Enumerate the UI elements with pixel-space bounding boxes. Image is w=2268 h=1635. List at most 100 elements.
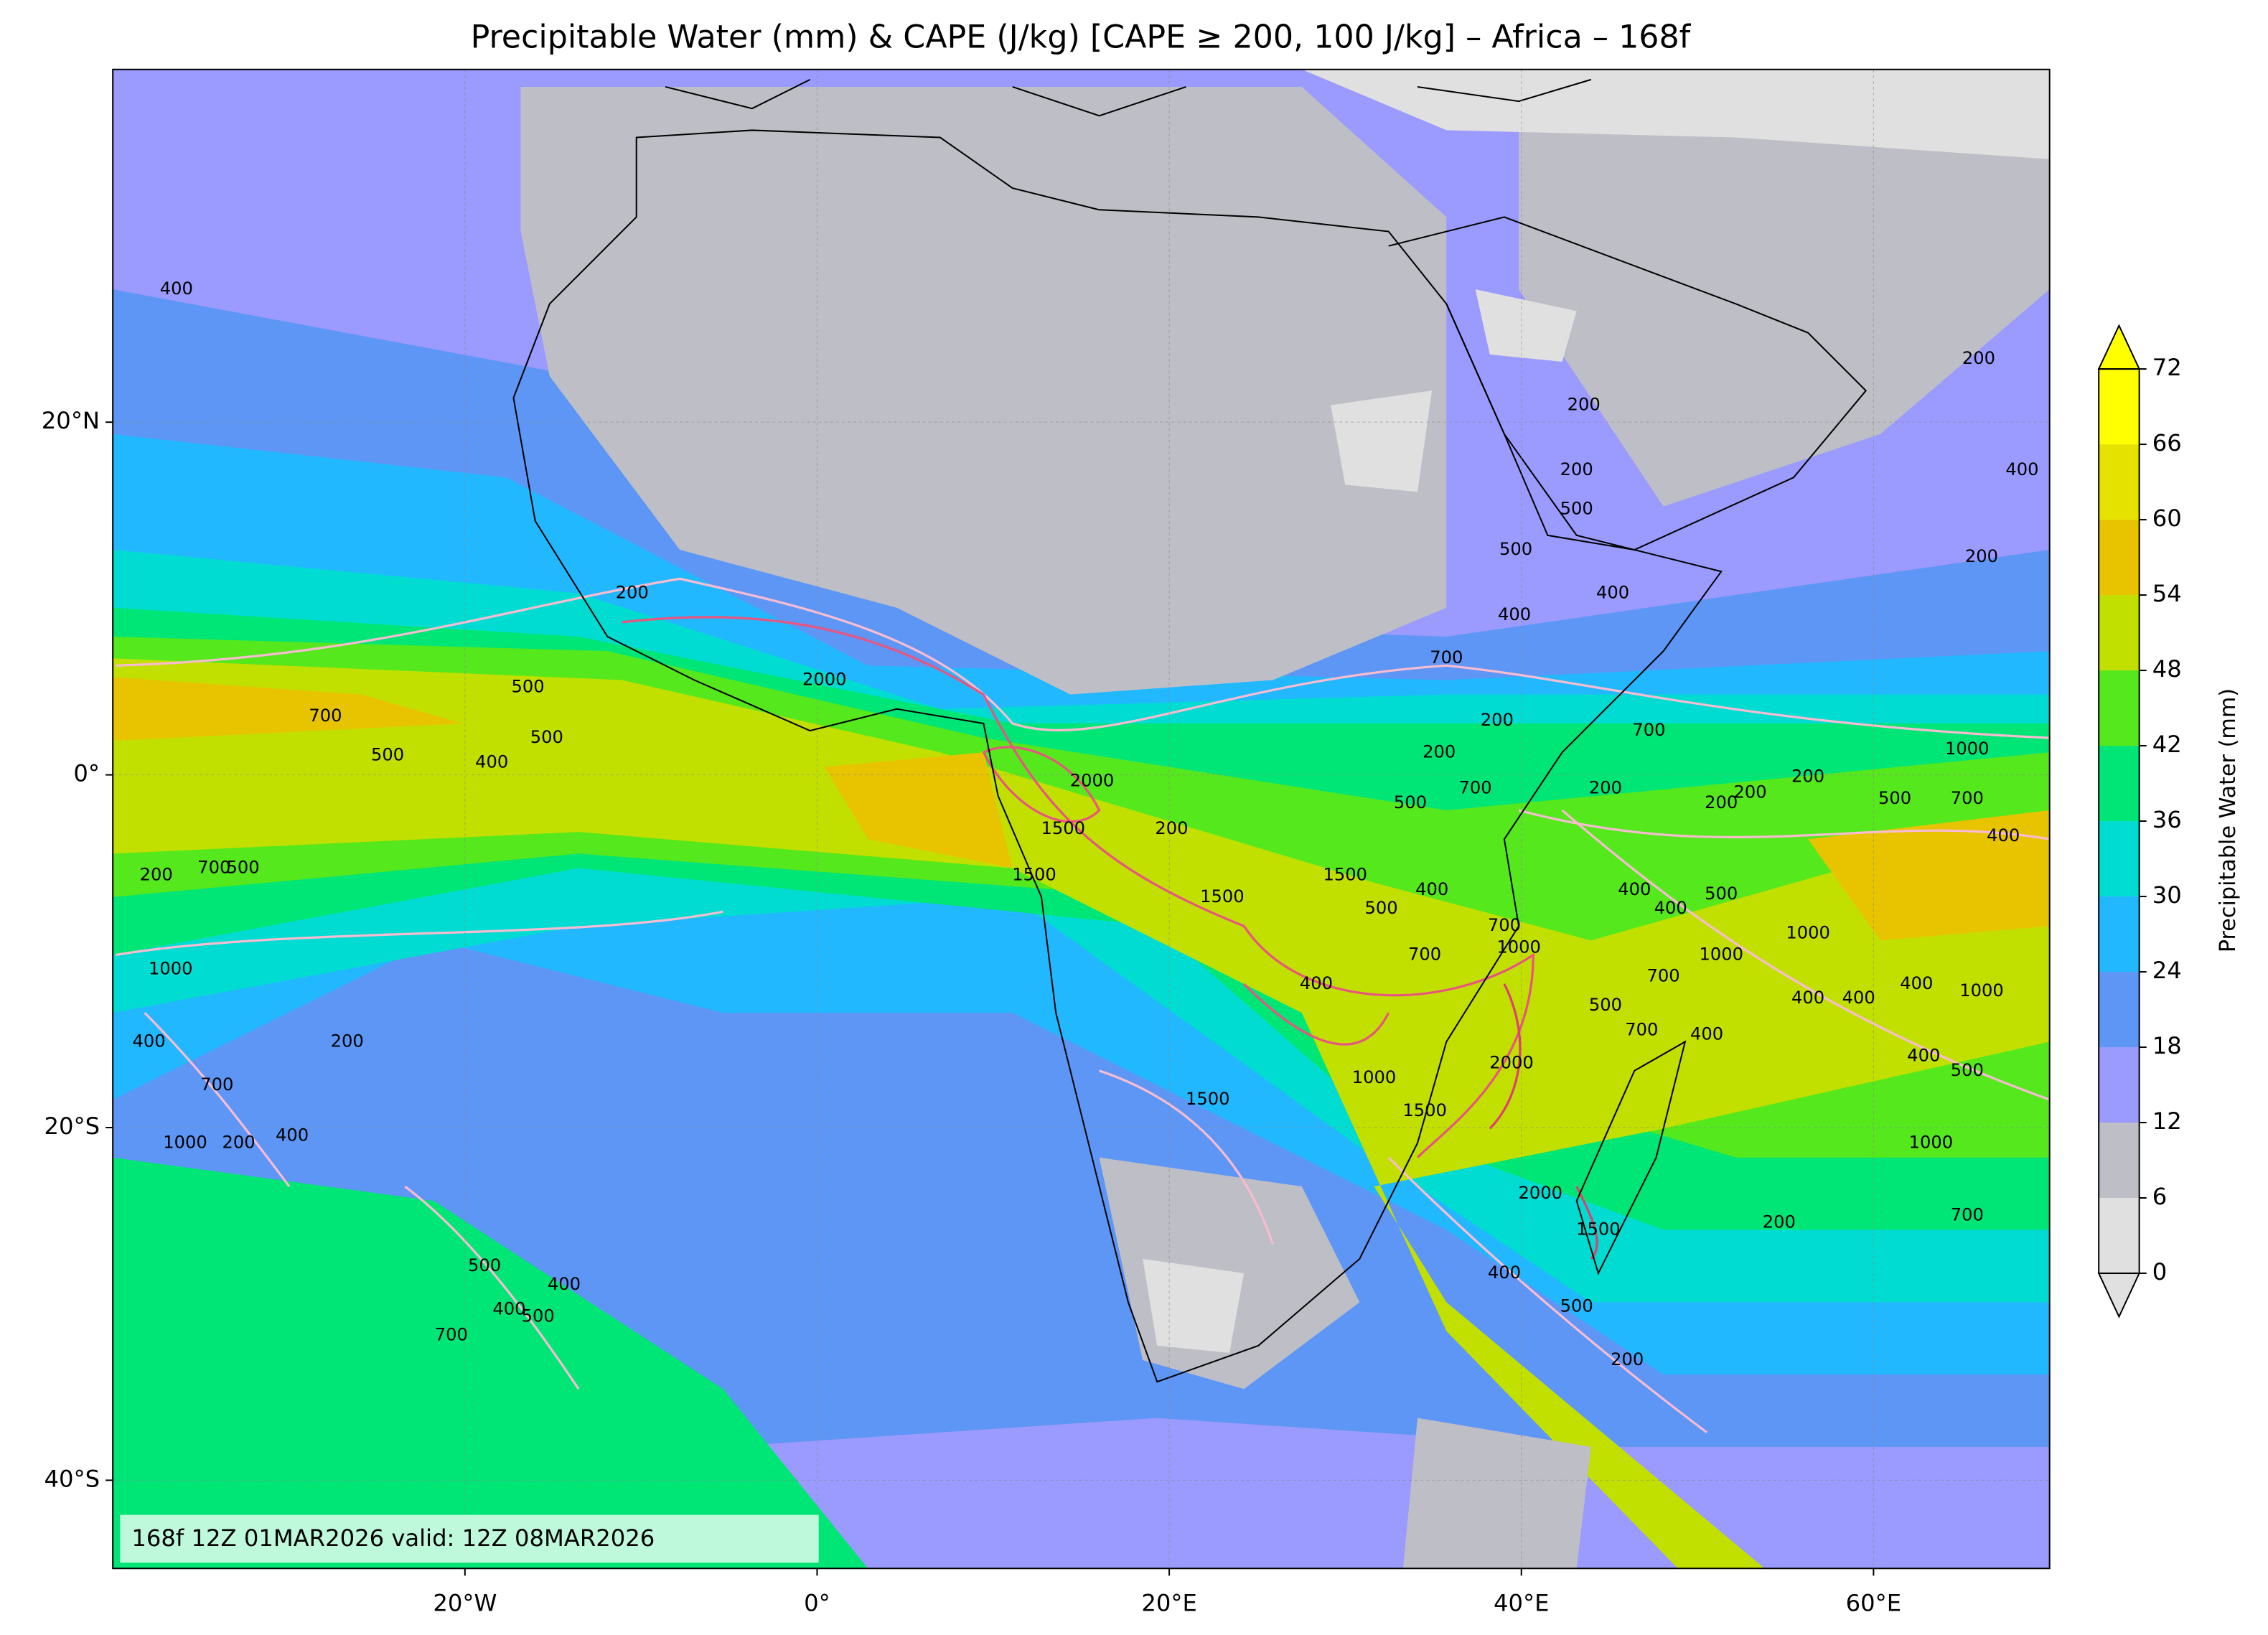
contour-label: 1000 [1786,922,1830,942]
contour-label: 700 [1488,915,1521,935]
x-tick-label: 20°E [1141,1590,1197,1617]
colorbar-segment [2099,1123,2140,1199]
x-tick-label: 60°E [1846,1590,1902,1617]
contour-label: 700 [309,706,342,726]
colorbar-tick-label: 30 [2152,881,2182,909]
colorbar-segment [2099,896,2140,973]
contour-label: 400 [2005,459,2038,479]
contour-label: 400 [1842,988,1875,1008]
contour-label: 500 [1878,788,1911,808]
colorbar-segment [2099,821,2140,897]
contour-label: 1500 [1186,1089,1230,1109]
colorbar-tick-label: 24 [2152,957,2182,984]
contour-label: 200 [1568,394,1601,414]
colorbar-tick-label: 18 [2152,1032,2182,1059]
colorbar-segment [2099,595,2140,671]
contour-label: 500 [1589,995,1622,1015]
y-tick-label: 40°S [44,1465,100,1492]
contour-label: 500 [1499,539,1532,559]
contour-label: 400 [1488,1262,1521,1283]
contour-label: 700 [1951,788,1984,808]
contour-label: 1000 [1909,1133,1954,1153]
colorbar-tick-label: 6 [2152,1183,2168,1210]
contour-label: 400 [276,1125,309,1146]
contour-label: 500 [371,744,404,764]
colorbar-segment [2099,972,2140,1048]
y-tick-label: 0° [73,760,100,787]
contour-label: 1500 [1576,1219,1621,1240]
contour-label: 700 [1951,1204,1984,1224]
contour-label: 2000 [1519,1183,1563,1203]
contour-label: 2000 [1070,771,1115,791]
colorbar-extend-min [2097,1273,2141,1318]
contour-label: 500 [1560,1296,1593,1316]
contour-label: 200 [1763,1212,1796,1232]
contour-label: 500 [512,677,545,697]
contour-label: 500 [1365,898,1398,918]
contour-label: 700 [1625,1019,1658,1039]
contour-label: 1500 [1041,818,1085,838]
contour-label: 400 [1907,1046,1940,1066]
colorbar-segment [2099,1047,2140,1123]
contour-label: 700 [1647,966,1680,986]
colorbar-label: Precipitable Water (mm) [2216,688,2241,952]
contour-label: 400 [1791,988,1824,1008]
contour-label: 400 [492,1298,525,1318]
contour-label: 200 [1423,741,1456,762]
colorbar-tick-label: 36 [2152,806,2182,833]
contour-label: 1000 [1959,980,2004,1001]
colorbar-segment [2099,520,2140,596]
contour-label: 1000 [149,959,193,979]
annotation: 168f 12Z 01MAR2026 valid: 12Z 08MAR2026 [131,1524,655,1552]
contour-label: 500 [227,858,260,878]
contour-label: 200 [616,583,649,603]
colorbar-segment [2099,444,2140,520]
contour-label: 500 [1394,792,1427,812]
map-field [113,69,2050,1569]
contour-label: 400 [475,751,508,772]
contour-label: 200 [1791,767,1824,787]
contour-label: 1000 [1496,937,1541,957]
contour-label: 200 [140,865,173,885]
y-tick-label: 20°N [42,407,100,434]
x-tick-label: 40°E [1494,1590,1550,1617]
contour-label: 700 [1430,647,1463,667]
colorbar-tick-label: 66 [2152,429,2182,456]
contour-label: 500 [530,727,563,747]
colorbar-tick-label: 0 [2152,1258,2168,1285]
contour-label: 200 [1481,710,1514,730]
contour-label: 1000 [1699,945,1743,965]
contour-label: 700 [197,858,230,878]
contour-label: 500 [468,1255,501,1275]
contour-label: 1500 [1012,865,1056,885]
contour-label: 200 [1705,792,1738,812]
contour-label: 400 [1618,879,1651,899]
contour-label: 200 [1589,778,1622,798]
coastlines [512,78,1868,1383]
contour-label: 500 [522,1306,555,1326]
colorbar-extend-max [2097,324,2141,370]
gridlines: 20°W 0° 20°E 40°E 60°E 20°N 0° 20°S 40°S [42,69,2050,1617]
annotation-box [120,1514,819,1563]
contour-label: 200 [1611,1349,1644,1369]
contour-label: 400 [1690,1023,1723,1044]
contour-label: 2000 [802,669,847,689]
contour-label: 1000 [163,1133,207,1153]
x-tick-label: 0° [804,1590,830,1617]
contour-label: 200 [1962,348,1995,368]
contour-label: 400 [1415,879,1448,899]
contour-label: 200 [331,1031,364,1051]
contour-label: 400 [1498,604,1531,624]
colorbar-tick-label: 72 [2152,354,2182,381]
contour-label: 700 [1408,945,1441,965]
contour-label: 700 [1632,720,1665,740]
y-tick-label: 20°S [44,1112,100,1140]
chart-title: Precipitable Water (mm) & CAPE (J/kg) [C… [471,19,1692,55]
contour-label: 400 [1300,973,1333,993]
contour-label: 400 [1900,973,1933,993]
contour-label: 400 [1654,898,1687,918]
colorbar-segment [2099,670,2140,746]
colorbar-segment [2099,746,2140,822]
